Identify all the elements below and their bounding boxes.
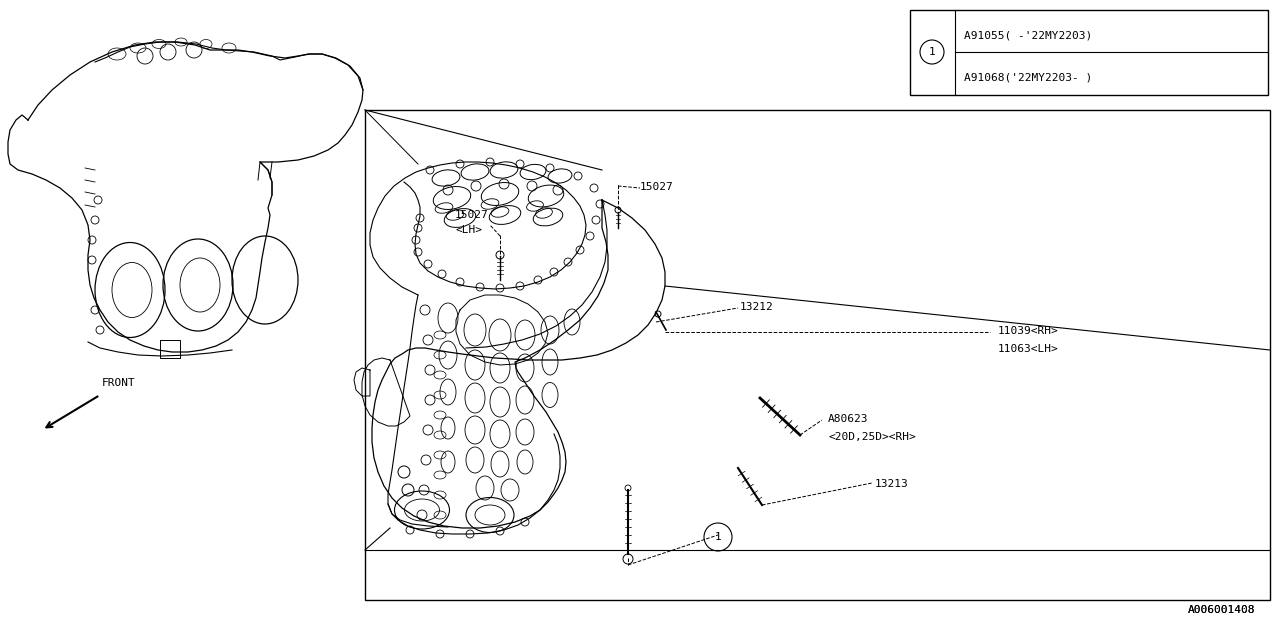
Text: 1: 1 bbox=[714, 532, 722, 542]
Text: <LH>: <LH> bbox=[454, 225, 483, 235]
Text: 15027: 15027 bbox=[640, 182, 673, 192]
Text: A80623: A80623 bbox=[828, 414, 869, 424]
Text: A006001408: A006001408 bbox=[1188, 605, 1254, 615]
Text: A91055( -'22MY2203): A91055( -'22MY2203) bbox=[964, 30, 1092, 40]
Text: 11039<RH>: 11039<RH> bbox=[998, 326, 1059, 336]
Text: FRONT: FRONT bbox=[102, 378, 136, 388]
Text: 1: 1 bbox=[928, 47, 936, 57]
Bar bbox=[910, 10, 1268, 95]
Text: A006001408: A006001408 bbox=[1188, 605, 1254, 615]
Text: 15027: 15027 bbox=[454, 210, 489, 220]
Text: 13213: 13213 bbox=[876, 479, 909, 489]
Text: 13212: 13212 bbox=[740, 302, 773, 312]
Text: A91068('22MY2203- ): A91068('22MY2203- ) bbox=[964, 72, 1092, 82]
Text: <20D,25D><RH>: <20D,25D><RH> bbox=[828, 432, 915, 442]
Bar bbox=[365, 110, 1270, 600]
Text: 11063<LH>: 11063<LH> bbox=[998, 344, 1059, 354]
